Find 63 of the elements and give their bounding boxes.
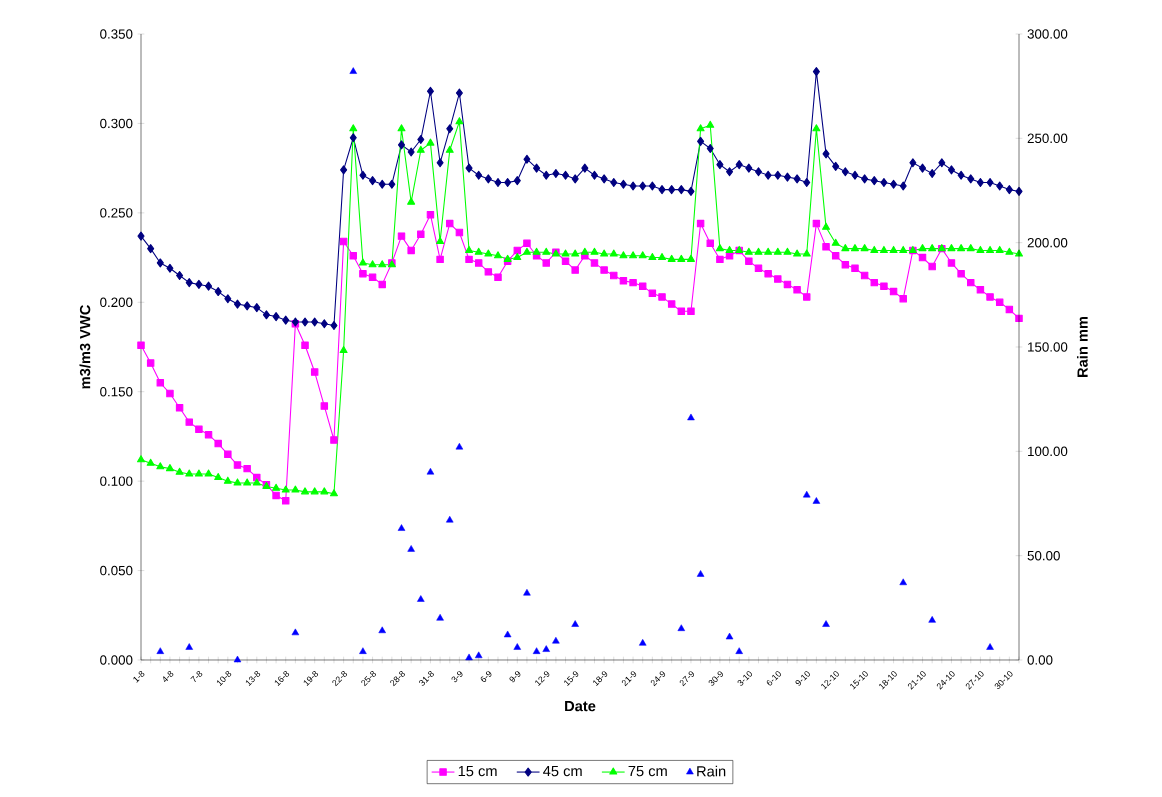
x-tick-label: 3-9 [451, 671, 463, 683]
point [812, 497, 821, 504]
point [503, 630, 512, 638]
y2-tick-label: 150.00 [1028, 342, 1068, 352]
point [474, 651, 483, 659]
point [822, 620, 830, 627]
y-axis-title: m3/m3 VWC [79, 305, 91, 389]
x-axis-title: Date [565, 701, 596, 712]
legend-label: 45 cm [543, 766, 582, 777]
x-tick-label: 7-8 [190, 671, 203, 683]
y-tick-label: 0.350 [100, 29, 133, 39]
point [638, 639, 647, 646]
y-tick-label: 0.050 [100, 565, 133, 576]
point [803, 490, 811, 498]
point [233, 655, 242, 663]
point [696, 570, 705, 577]
legend-label: 15 cm [458, 766, 497, 777]
y2-tick-label: 0.00 [1027, 655, 1053, 665]
x-tick-label: 4-8 [163, 671, 174, 683]
point [986, 643, 994, 650]
y-tick-label: 0.200 [100, 297, 133, 307]
point [417, 595, 425, 602]
point [455, 442, 464, 450]
point [426, 467, 435, 475]
y-tick-label: 0.250 [100, 208, 133, 218]
point [378, 626, 386, 634]
point [513, 643, 522, 650]
y-tick-label: 0.000 [100, 655, 133, 665]
y-tick-label: 0.100 [100, 476, 133, 486]
point [185, 643, 193, 650]
y2-tick-label: 50.00 [1027, 550, 1060, 561]
point [465, 653, 473, 661]
legend-label: 75 cm [628, 766, 667, 777]
point [552, 636, 560, 644]
y2-tick-label: 300.00 [1027, 29, 1068, 39]
point [359, 647, 367, 654]
x-tick-label: 9-9 [509, 671, 521, 683]
point [735, 647, 743, 654]
point [928, 616, 936, 623]
y-tick-label: 0.300 [100, 118, 133, 129]
point [687, 413, 695, 421]
legend-label: Rain [697, 765, 726, 777]
point [397, 524, 406, 531]
x-tick-label: 1-8 [133, 671, 145, 683]
point [446, 515, 454, 523]
y2-axis-title: Rain mm [1076, 316, 1088, 377]
point [436, 614, 444, 621]
point [291, 628, 300, 636]
x-tick-label: 6-9 [480, 671, 492, 683]
point [532, 647, 541, 654]
point [407, 545, 415, 552]
point [725, 632, 734, 640]
point [542, 645, 550, 652]
y2-tick-label: 100.00 [1028, 446, 1068, 457]
point [523, 588, 531, 596]
point [571, 620, 579, 627]
y-tick-label: 0.150 [100, 387, 133, 397]
point [349, 67, 357, 74]
y2-tick-label: 200.00 [1027, 237, 1068, 248]
y2-tick-label: 250.00 [1027, 133, 1068, 144]
point [677, 624, 686, 631]
point [899, 578, 907, 586]
point [156, 647, 165, 654]
